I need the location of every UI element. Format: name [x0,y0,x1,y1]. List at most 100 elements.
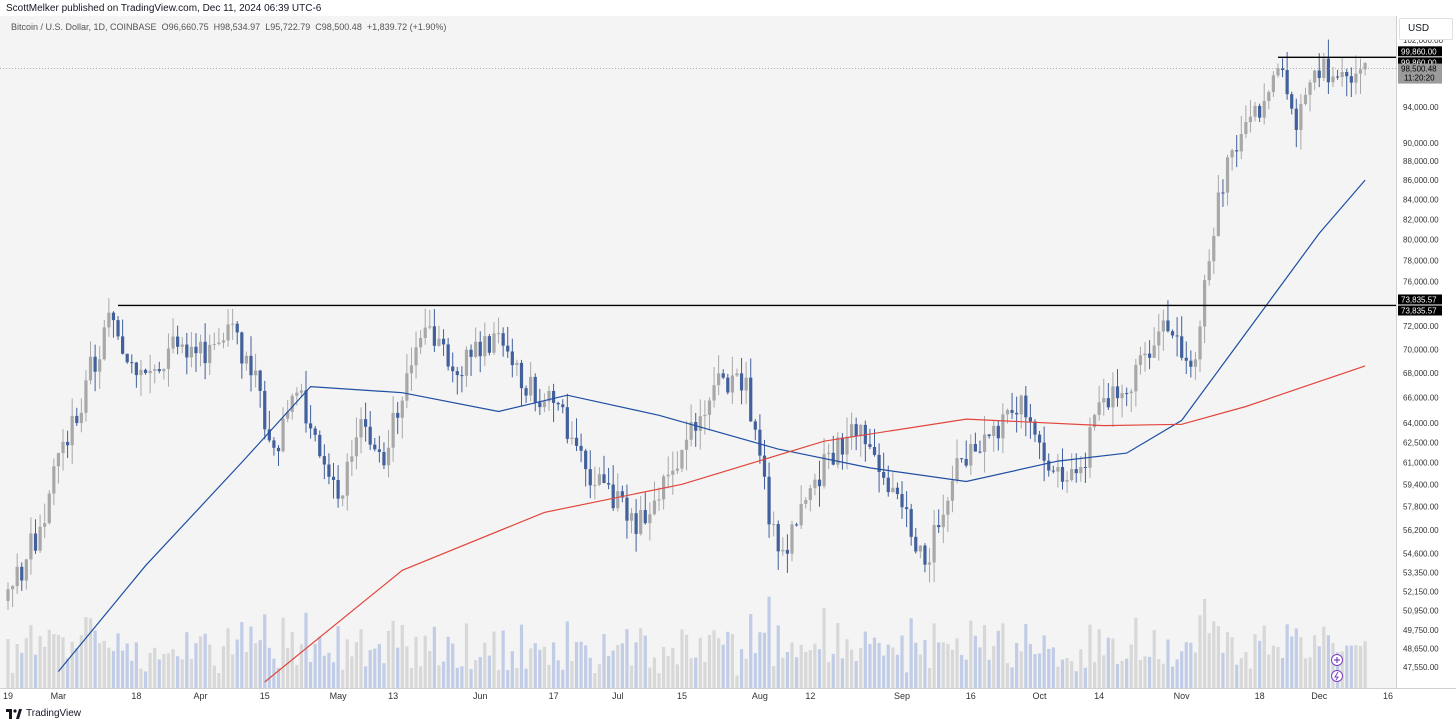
volume-bar [694,657,698,688]
candle-body [588,469,592,486]
candle-body [10,586,15,590]
candle-body [1042,442,1046,461]
volume-bar [1290,636,1294,688]
time-tick-label: Aug [752,691,768,701]
low-value: 95,722.79 [270,22,311,32]
volume-bar [606,655,611,688]
candle-body [950,480,955,501]
publish-info: ScottMelker published on TradingView.com… [6,3,322,14]
volume-bar [707,635,712,688]
candle-body [1033,421,1037,435]
volume-bar [1005,663,1010,688]
volume-bar [464,623,469,688]
volume-bar [43,646,47,688]
candle-body [1340,72,1344,78]
candle-body [735,373,739,376]
last-price-countdown-text: 11:20:20 [1404,74,1435,83]
candle-body [1285,70,1289,95]
volume-bar [767,596,771,688]
volume-bar [249,626,253,688]
volume-bar [973,635,977,688]
candle-body [804,499,808,504]
volume-bar [308,661,313,688]
volume-bar [1001,623,1005,688]
candle-body [849,424,854,437]
volume-bar [680,629,684,688]
volume-bar [441,661,446,688]
candle-body [1230,150,1234,158]
volume-bar [895,654,900,688]
volume-bar [428,651,432,688]
candle-body [1070,469,1074,481]
candle-body [38,526,42,551]
candle-body [510,351,514,366]
price-chart[interactable]: 99,860.00 99,860.00 73,835.57 73,835.57 98,5… [0,16,1456,706]
volume-bar [56,634,61,688]
volume-bar [1010,667,1014,688]
candle-body [134,362,138,376]
volume-bar [139,668,143,688]
symbol-legend: Bitcoin / U.S. Dollar, 1D, COINBASE O96,… [11,22,446,32]
price-tick-label: 52,150.00 [1403,587,1439,596]
volume-bar [1358,646,1363,688]
volume-bar [561,669,565,688]
candle-body [1258,105,1262,118]
price-tick-label: 102,000.00 [1403,36,1444,45]
volume-bar [1088,624,1092,688]
volume-bar [1262,625,1266,688]
volume-bar [432,626,436,688]
volume-bar [657,673,661,688]
candle-body [1024,395,1028,418]
chart-area[interactable]: 99,860.00 99,860.00 73,835.57 73,835.57 98,5… [0,16,1456,706]
candle-body [492,333,496,353]
currency-button[interactable]: USD [1399,18,1453,40]
candle-body [1056,467,1060,472]
candle-body [886,477,890,493]
volume-bar [868,644,872,688]
volume-bar [313,644,317,688]
volume-bar [1060,659,1065,688]
candle-body [579,445,583,451]
candle-body [955,458,959,481]
level-label-text: 99,860.00 [1401,58,1437,67]
volume-bar [1166,639,1170,688]
candle-body [684,439,689,450]
candle-body [1299,103,1303,130]
volume-bar [749,613,753,688]
candle-body [937,524,941,528]
volume-bar [845,639,849,688]
candle-body [978,451,982,453]
volume-bar [510,651,514,688]
candle-body [1102,398,1106,403]
volume-bar [386,630,391,688]
candle-body [176,336,180,347]
candle-body [373,444,377,450]
candle-body [1129,391,1133,394]
candle-body [354,437,359,457]
volume-bar [121,650,125,688]
time-axis-divider [0,688,1456,689]
volume-bar [946,643,950,688]
volume-bar [1340,651,1344,688]
candle-body [996,425,1000,439]
volume-bar [501,630,505,688]
volume-bar [639,628,643,688]
volume-bar [47,629,51,688]
volume-bar [221,646,226,688]
candle-body [203,341,207,364]
time-tick-label: 15 [677,691,687,701]
candle-body [336,479,340,499]
candle-body [561,404,565,408]
volume-bar [753,653,757,688]
price-tick-label: 82,000.00 [1403,215,1439,224]
candle-body [15,566,19,587]
volume-bar [629,665,634,688]
candle-body [52,466,56,494]
time-tick-label: Jul [612,691,624,701]
volume-bar [758,632,762,688]
volume-bar [382,663,386,688]
volume-bar [171,649,175,688]
volume-bar [354,642,359,688]
volume-bar [652,657,657,688]
volume-bar [808,650,812,688]
